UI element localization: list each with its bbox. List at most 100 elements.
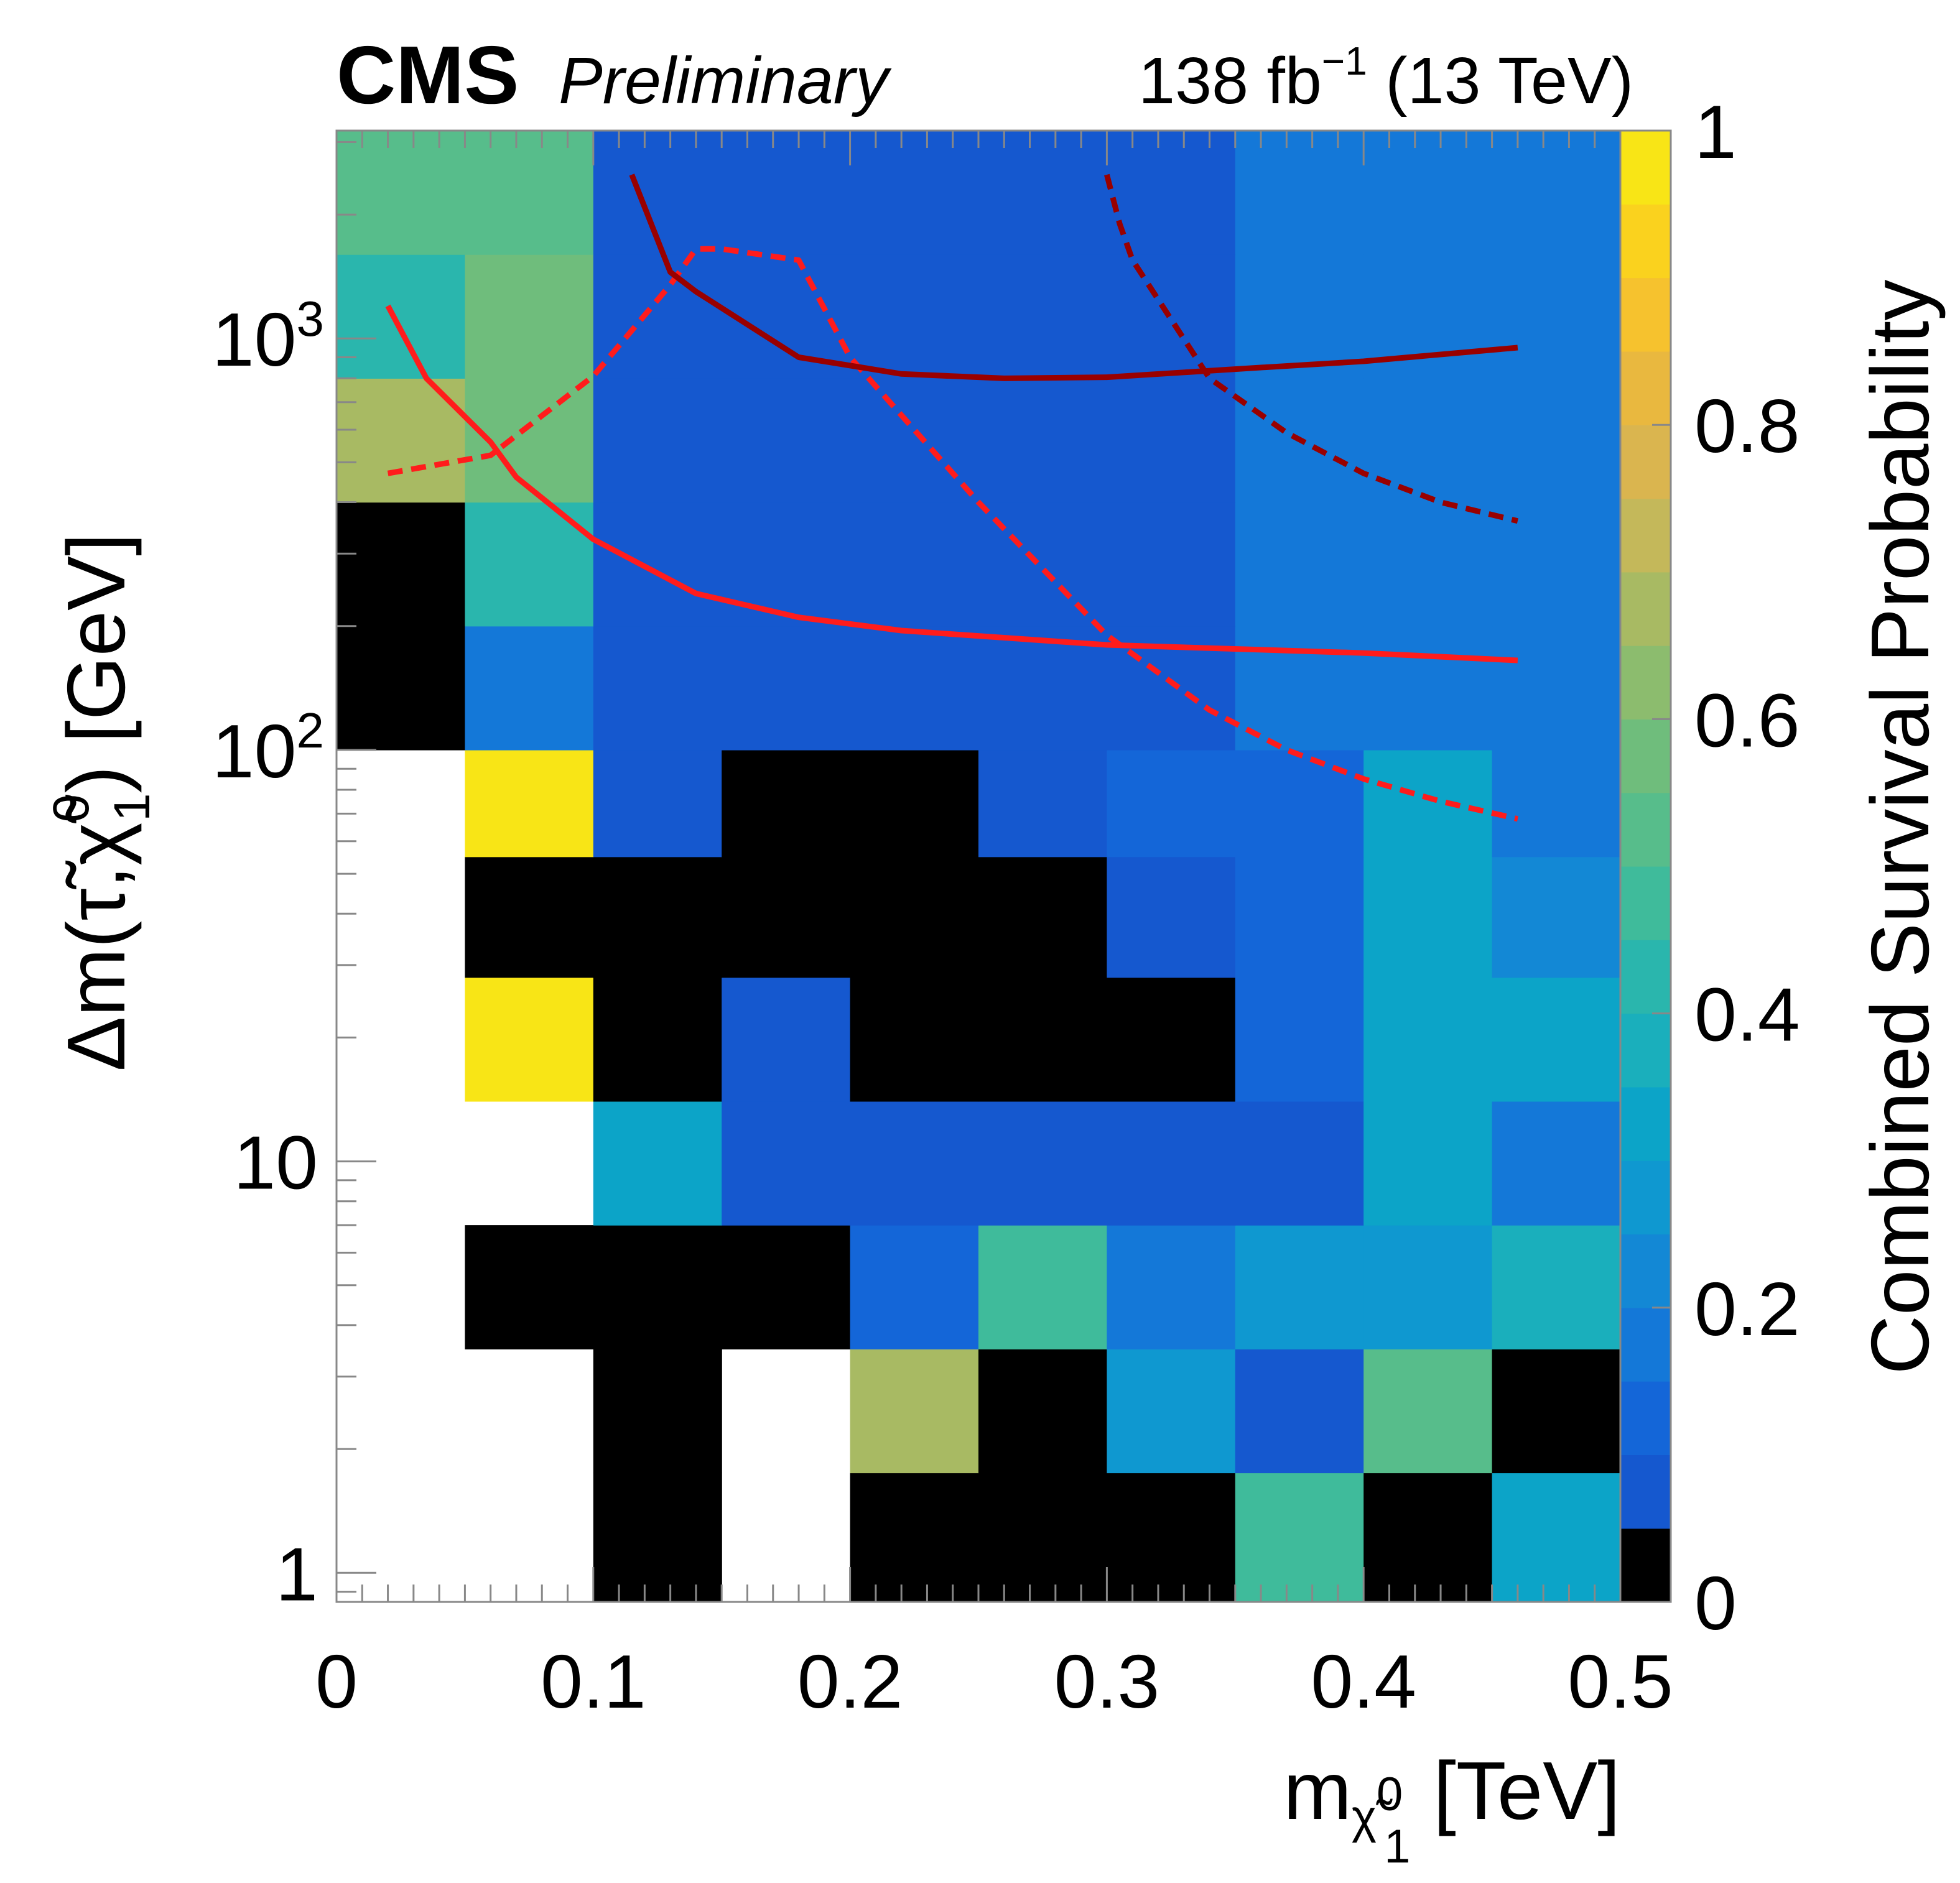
heatmap-cell — [465, 749, 594, 858]
heatmap-cell — [1492, 502, 1621, 627]
heatmap-cell — [465, 977, 594, 1102]
heatmap-cell — [465, 856, 594, 978]
heatmap-cell — [978, 977, 1107, 1102]
y-tick-label: 102 — [212, 703, 324, 793]
heatmap-cell — [850, 131, 979, 255]
y-tick-label: 10 — [233, 1121, 318, 1205]
heatmap-cell — [850, 254, 979, 379]
colorbar-band — [1620, 204, 1671, 279]
heatmap-cell — [1363, 502, 1493, 627]
heatmap-cell — [1107, 749, 1236, 858]
heatmap-cell — [1235, 1225, 1364, 1349]
heatmap-cell — [1363, 1473, 1493, 1603]
colorbar: 0 0.2 0.4 0.6 0.8 1 — [1619, 90, 1800, 1645]
heatmap-cells — [337, 131, 1621, 1603]
heatmap-cell — [850, 378, 979, 503]
status-label: Preliminary — [559, 44, 892, 118]
heatmap-cell — [593, 749, 722, 858]
x-tick-label: 0.1 — [541, 1639, 646, 1724]
heatmap-cell — [722, 502, 851, 627]
colorbar-band — [1620, 792, 1671, 867]
heatmap-cell — [593, 977, 722, 1102]
heatmap-cell — [1492, 1349, 1621, 1474]
heatmap-cell — [1235, 1349, 1364, 1474]
heatmap-cell — [978, 378, 1107, 503]
colorbar-band — [1620, 131, 1671, 205]
heatmap-cell — [1492, 1225, 1621, 1349]
heatmap-cell — [337, 502, 465, 627]
contour-observed-alt — [629, 173, 1518, 381]
x-tick-label: 0.3 — [1054, 1639, 1160, 1724]
heatmap-cell — [722, 749, 851, 858]
colorbar-tick-label: 0.6 — [1694, 678, 1800, 762]
heatmap-cell — [1235, 131, 1364, 255]
heatmap-cell — [593, 626, 722, 751]
heatmap-cell — [978, 1473, 1107, 1603]
heatmap-cell — [1107, 1225, 1236, 1349]
heatmap-cell — [337, 131, 465, 255]
heatmap-cell — [850, 749, 979, 858]
heatmap-cell — [593, 1101, 722, 1226]
heatmap-cell — [465, 254, 594, 379]
colorbar-band — [1620, 1086, 1671, 1161]
heatmap-cell — [978, 1101, 1107, 1226]
heatmap-cell — [465, 378, 594, 503]
heatmap-cell — [722, 1101, 851, 1226]
colorbar-band — [1620, 1381, 1671, 1455]
heatmap-cell — [850, 1225, 979, 1349]
heatmap-cell — [850, 626, 979, 751]
heatmap-cell — [1492, 626, 1621, 751]
colorbar-band — [1620, 1307, 1671, 1382]
colorbar-tick-label: 0.2 — [1694, 1267, 1800, 1351]
colorbar-band — [1620, 571, 1671, 646]
heatmap-cell — [1492, 749, 1621, 858]
colorbar-band — [1620, 1013, 1671, 1088]
heatmap-cell — [337, 626, 465, 751]
contour-expected — [387, 246, 1518, 822]
heatmap-cell — [593, 378, 722, 503]
heatmap-cell — [1235, 254, 1364, 379]
x-axis-title: mχ̃0 1 [TeV] — [1283, 1745, 1620, 1873]
heatmap-cell — [850, 977, 979, 1102]
heatmap-cell — [1235, 856, 1364, 978]
y-tick-label: 103 — [212, 291, 324, 382]
heatmap-cell — [1107, 378, 1236, 503]
heatmap-cell — [593, 502, 722, 627]
heatmap-cell — [1107, 856, 1236, 978]
heatmap-cell — [1235, 502, 1364, 627]
heatmap-cell — [978, 131, 1107, 255]
heatmap-cell — [1235, 626, 1364, 751]
heatmap-cell — [1107, 1473, 1236, 1603]
colorbar-frame — [1619, 129, 1672, 1603]
heatmap-cell — [850, 1101, 979, 1226]
heatmap-cell — [722, 856, 851, 978]
heatmap-cell — [978, 856, 1107, 978]
heatmap-cell — [1235, 749, 1364, 858]
heatmap-cell — [1235, 1473, 1364, 1603]
heatmap-cell — [1363, 1349, 1493, 1474]
colorbar-title: Combined Survival Probability — [1854, 280, 1946, 1375]
heatmap-cell — [465, 1225, 594, 1349]
contour-observed — [385, 304, 1518, 664]
contour-expected-alt — [1104, 173, 1518, 524]
heatmap-cell — [1363, 1225, 1493, 1349]
colorbar-band — [1620, 425, 1671, 499]
heatmap-cell — [850, 1473, 979, 1603]
lumi-label: 138 fb−1 (13 TeV) — [1138, 39, 1633, 118]
x-tick-label: 0.2 — [797, 1639, 903, 1724]
heatmap-cell — [1107, 1349, 1236, 1474]
colorbar-band — [1620, 1455, 1671, 1529]
heatmap-cell — [1235, 1101, 1364, 1226]
colorbar-tick-label: 0.4 — [1694, 973, 1800, 1057]
colorbar-band — [1620, 277, 1671, 352]
colorbar-tick-label: 0.8 — [1694, 384, 1800, 468]
heatmap-cell — [978, 749, 1107, 858]
heatmap-cell — [1492, 1101, 1621, 1226]
axis-ticks: 0 0.1 0.2 0.3 0.4 0.5 1 10 102 103 — [212, 131, 1673, 1724]
colorbar-band — [1620, 866, 1671, 940]
heatmap-cell — [1107, 502, 1236, 627]
colorbar-tick-label: 1 — [1694, 90, 1737, 174]
colorbar-band — [1620, 498, 1671, 573]
limit-contours — [385, 173, 1518, 822]
